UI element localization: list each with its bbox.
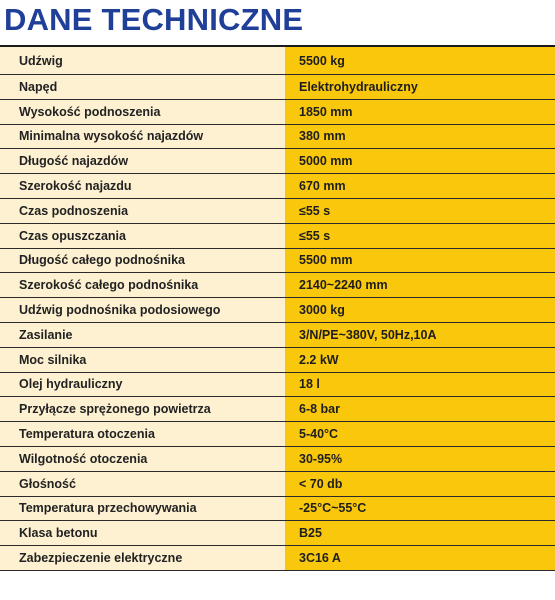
table-row: Długość całego podnośnika 5500 mm bbox=[0, 248, 555, 274]
spec-label: Udźwig podnośnika podosiowego bbox=[0, 298, 285, 322]
table-row: Temperatura otoczenia 5-40°C bbox=[0, 422, 555, 447]
spec-value: 3C16 A bbox=[285, 546, 555, 570]
spec-label: Szerokość całego podnośnika bbox=[0, 273, 285, 298]
spec-label: Długość całego podnośnika bbox=[0, 248, 285, 273]
spec-label: Długość najazdów bbox=[0, 149, 285, 174]
spec-value: 1850 mm bbox=[285, 99, 555, 124]
table-row: Szerokość najazdu 670 mm bbox=[0, 174, 555, 199]
spec-value: 2140~2240 mm bbox=[285, 273, 555, 298]
table-row: Czas opuszczania ≤55 s bbox=[0, 223, 555, 249]
page-title: DANE TECHNICZNE bbox=[4, 2, 304, 37]
spec-value: ≤55 s bbox=[285, 223, 555, 248]
spec-label: Głośność bbox=[0, 471, 285, 496]
spec-label: Zasilanie bbox=[0, 322, 285, 347]
table-row: Szerokość całego podnośnika 2140~2240 mm bbox=[0, 273, 555, 299]
spec-value: 5500 kg bbox=[285, 47, 555, 74]
spec-value: 380 mm bbox=[285, 124, 555, 149]
spec-value: 670 mm bbox=[285, 174, 555, 198]
spec-label: Przyłącze sprężonego powietrza bbox=[0, 397, 285, 422]
table-row: Udźwig 5500 kg bbox=[0, 47, 555, 75]
spec-label: Udźwig bbox=[0, 47, 285, 74]
spec-label: Napęd bbox=[0, 75, 285, 99]
spec-value: < 70 db bbox=[285, 471, 555, 496]
table-row: Zabezpieczenie elektryczne 3C16 A bbox=[0, 546, 555, 571]
spec-label: Czas opuszczania bbox=[0, 223, 285, 248]
spec-value: 5000 mm bbox=[285, 149, 555, 174]
table-row: Klasa betonu B25 bbox=[0, 521, 555, 547]
spec-value: 6-8 bar bbox=[285, 397, 555, 422]
table-row: Zasilanie 3/N/PE~380V, 50Hz,10A bbox=[0, 322, 555, 348]
spec-label: Szerokość najazdu bbox=[0, 174, 285, 198]
spec-label: Wilgotność otoczenia bbox=[0, 446, 285, 471]
spec-value: Elektrohydrauliczny bbox=[285, 75, 555, 99]
table-row: Czas podnoszenia ≤55 s bbox=[0, 198, 555, 224]
table-row: Napęd Elektrohydrauliczny bbox=[0, 75, 555, 100]
spec-value: 18 l bbox=[285, 372, 555, 397]
spec-value: B25 bbox=[285, 521, 555, 546]
table-row: Udźwig podnośnika podosiowego 3000 kg bbox=[0, 298, 555, 323]
spec-value: 5-40°C bbox=[285, 422, 555, 446]
spec-label: Klasa betonu bbox=[0, 521, 285, 546]
spec-label: Temperatura przechowywania bbox=[0, 496, 285, 521]
spec-value: -25°C~55°C bbox=[285, 496, 555, 521]
table-row: Temperatura przechowywania -25°C~55°C bbox=[0, 496, 555, 522]
spec-label: Wysokość podnoszenia bbox=[0, 99, 285, 124]
spec-value: 5500 mm bbox=[285, 248, 555, 273]
spec-value: ≤55 s bbox=[285, 198, 555, 223]
table-row: Wilgotność otoczenia 30-95% bbox=[0, 446, 555, 472]
spec-value: 3000 kg bbox=[285, 298, 555, 322]
table-row: Długość najazdów 5000 mm bbox=[0, 149, 555, 175]
spec-value: 2.2 kW bbox=[285, 347, 555, 372]
spec-label: Moc silnika bbox=[0, 347, 285, 372]
table-row: Wysokość podnoszenia 1850 mm bbox=[0, 99, 555, 125]
spec-label: Minimalna wysokość najazdów bbox=[0, 124, 285, 149]
spec-label: Olej hydrauliczny bbox=[0, 372, 285, 397]
table-row: Przyłącze sprężonego powietrza 6-8 bar bbox=[0, 397, 555, 423]
table-row: Olej hydrauliczny 18 l bbox=[0, 372, 555, 398]
spec-label: Zabezpieczenie elektryczne bbox=[0, 546, 285, 570]
spec-value: 30-95% bbox=[285, 446, 555, 471]
spec-label: Czas podnoszenia bbox=[0, 198, 285, 223]
table-row: Minimalna wysokość najazdów 380 mm bbox=[0, 124, 555, 150]
spec-label: Temperatura otoczenia bbox=[0, 422, 285, 446]
table-row: Głośność < 70 db bbox=[0, 471, 555, 497]
table-row: Moc silnika 2.2 kW bbox=[0, 347, 555, 373]
spec-value: 3/N/PE~380V, 50Hz,10A bbox=[285, 322, 555, 347]
spec-table: Udźwig 5500 kg Napęd Elektrohydrauliczny… bbox=[0, 45, 555, 571]
